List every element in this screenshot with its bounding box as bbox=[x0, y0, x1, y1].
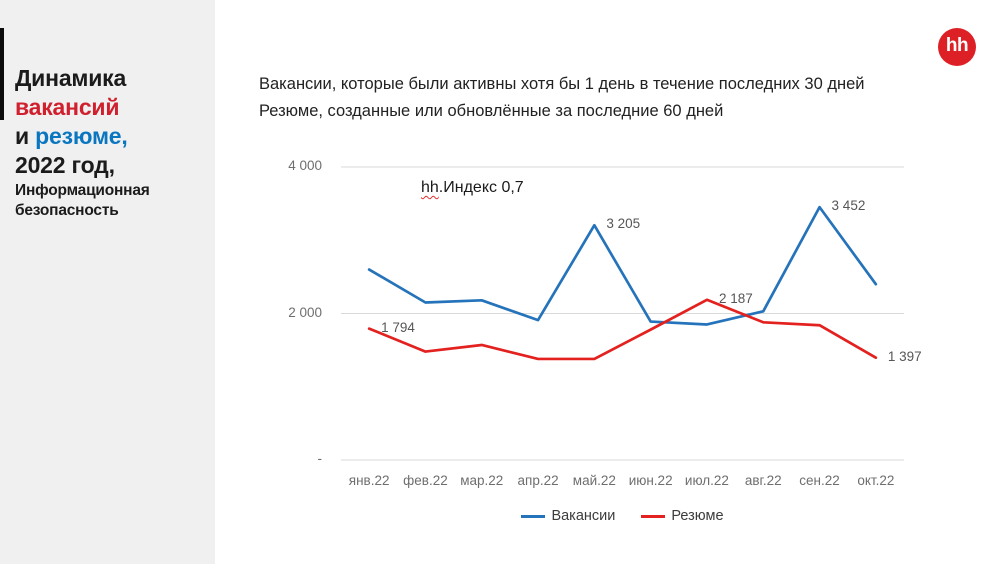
legend-label: Резюме bbox=[671, 508, 724, 524]
slide-title: Динамика вакансий и резюме, 2022 год, bbox=[15, 64, 205, 180]
x-tick-фев.22: фев.22 bbox=[403, 473, 448, 488]
x-tick-май.22: май.22 bbox=[572, 473, 616, 488]
y-tick-2000: 2 000 bbox=[288, 304, 322, 320]
title-word-dynamics: Динамика bbox=[15, 65, 127, 91]
point-label-3452: 3 452 bbox=[831, 198, 866, 214]
title-word-vacancies: вакансий bbox=[15, 94, 120, 120]
point-label-1794: 1 794 bbox=[381, 319, 415, 335]
accent-bar bbox=[0, 28, 4, 120]
point-label-3205: 3 205 bbox=[606, 216, 641, 232]
y-tick-0: - bbox=[317, 451, 323, 466]
legend-item-Резюме: Резюме bbox=[641, 508, 724, 524]
sidebar bbox=[0, 0, 215, 564]
legend-item-Вакансии: Вакансии bbox=[521, 508, 615, 524]
x-tick-апр.22: апр.22 bbox=[517, 473, 559, 488]
x-tick-июл.22: июл.22 bbox=[684, 473, 729, 488]
category-line2: безопасность bbox=[15, 202, 119, 219]
series-line-resumes bbox=[367, 298, 878, 361]
legend-label: Вакансии bbox=[551, 508, 616, 524]
point-label-2187: 2 187 bbox=[718, 290, 753, 306]
x-tick-сен.22: сен.22 bbox=[799, 473, 840, 488]
legend-dash-icon bbox=[521, 514, 546, 518]
point-label-1397: 1 397 bbox=[887, 348, 922, 364]
title-word-year: 2022 год, bbox=[15, 152, 115, 178]
category-line1: Информационная bbox=[15, 182, 150, 199]
chart-legend: Вакансии Резюме bbox=[341, 508, 904, 524]
hh-index-annotation: hh.Индекс 0,7 bbox=[421, 179, 524, 197]
y-tick-4000: 4 000 bbox=[288, 158, 322, 173]
hh-logo: hh bbox=[938, 28, 976, 66]
title-word-and: и bbox=[15, 123, 36, 149]
legend-dash-icon bbox=[641, 514, 666, 518]
hh-logo-text: hh bbox=[945, 35, 969, 56]
description-resumes: Резюме, созданные или обновлённые за пос… bbox=[259, 102, 724, 120]
title-word-resumes: резюме, bbox=[35, 123, 128, 149]
x-tick-окт.22: окт.22 bbox=[857, 473, 895, 488]
x-tick-июн.22: июн.22 bbox=[628, 473, 673, 488]
description-vacancies: Вакансии, которые были активны хотя бы 1… bbox=[259, 75, 865, 93]
x-tick-мар.22: мар.22 bbox=[460, 473, 504, 488]
hh-index-prefix: hh bbox=[421, 179, 439, 196]
slide-subtitle-category: Информационная безопасность bbox=[15, 181, 210, 221]
x-tick-янв.22: янв.22 bbox=[348, 473, 390, 488]
x-tick-авг.22: авг.22 bbox=[744, 473, 782, 488]
hh-index-value: .Индекс 0,7 bbox=[438, 179, 524, 196]
chart-description: Вакансии, которые были активны хотя бы 1… bbox=[259, 71, 899, 125]
